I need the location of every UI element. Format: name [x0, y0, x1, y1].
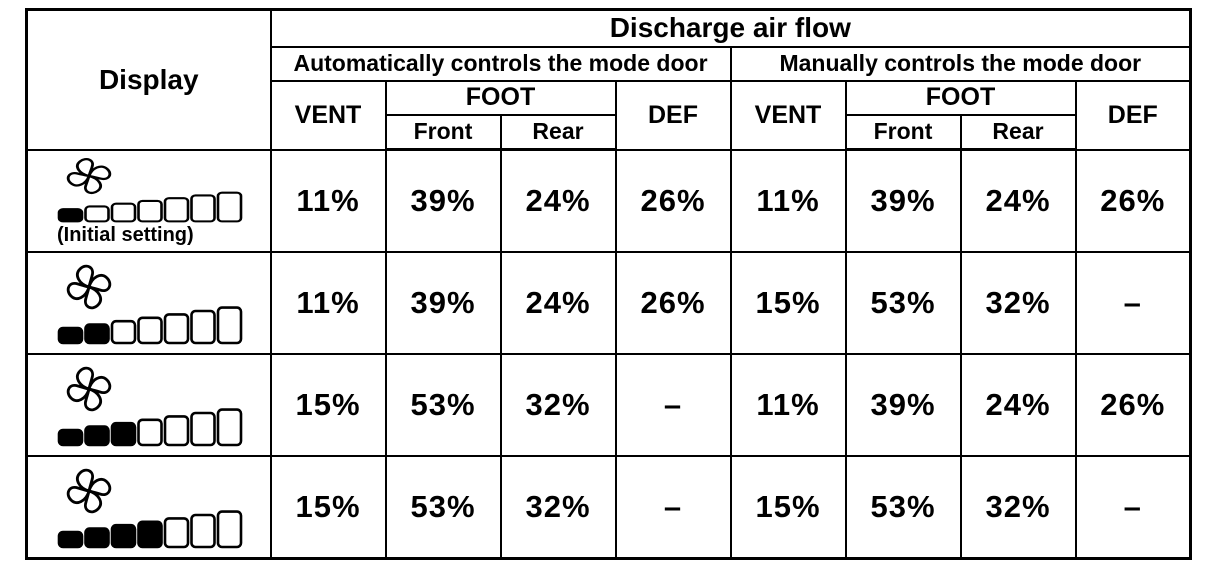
fan-icon — [57, 157, 243, 222]
fan-speed-3-display-cell — [25, 352, 272, 457]
fan-icon — [66, 366, 112, 411]
header-auto-mode: Automatically controls the mode door — [269, 45, 732, 82]
fan-level-gauge-icon — [57, 407, 243, 446]
cell-manual-def: 26% — [1074, 148, 1192, 253]
cell-manual-vent: 11% — [729, 352, 847, 457]
header-manual-def: DEF — [1074, 79, 1192, 151]
header-manual-mode: Manually controls the mode door — [729, 45, 1192, 82]
fan-icon — [66, 468, 112, 513]
discharge-air-flow-table: Display Discharge air flow Automatically… — [25, 8, 1193, 560]
cell-manual-foot-front: 53% — [844, 454, 962, 559]
table-row: 15% 53% 32% – 15% 53% 32% – — [25, 454, 1192, 559]
fan-level-gauge-icon — [57, 191, 243, 222]
cell-manual-vent: 15% — [729, 250, 847, 355]
header-auto-foot-rear: Rear — [499, 113, 617, 151]
cell-auto-foot-rear: 24% — [499, 250, 617, 355]
cell-manual-foot-rear: 32% — [959, 250, 1077, 355]
header-discharge-air-flow: Discharge air flow — [269, 8, 1192, 48]
cell-manual-foot-rear: 24% — [959, 352, 1077, 457]
fan-speed-display: (Initial setting) — [29, 152, 269, 250]
fan-speed-4-display-cell — [25, 454, 272, 559]
fan-level-gauge-icon — [57, 305, 243, 344]
cell-manual-def: 26% — [1074, 352, 1192, 457]
fan-speed-2-display-cell — [25, 250, 272, 355]
header-auto-foot-front: Front — [384, 113, 502, 151]
cell-manual-foot-rear: 24% — [959, 148, 1077, 253]
header-manual-foot-front: Front — [844, 113, 962, 151]
table-row: (Initial setting) 11% 39% 24% 26% 11% 39… — [25, 148, 1192, 253]
header-display: Display — [25, 8, 272, 151]
fan-speed-display — [29, 356, 269, 454]
cell-auto-foot-front: 39% — [384, 250, 502, 355]
fan-icon — [57, 468, 243, 548]
cell-auto-foot-front: 53% — [384, 352, 502, 457]
header-manual-foot-rear: Rear — [959, 113, 1077, 151]
cell-manual-foot-front: 53% — [844, 250, 962, 355]
fan-icon — [57, 264, 243, 344]
cell-auto-foot-front: 53% — [384, 454, 502, 559]
cell-auto-vent: 15% — [269, 454, 387, 559]
fan-level-gauge-icon — [57, 509, 243, 548]
fan-speed-display — [29, 457, 269, 556]
cell-auto-def: 26% — [614, 250, 732, 355]
cell-auto-foot-rear: 32% — [499, 454, 617, 559]
cell-auto-foot-rear: 24% — [499, 148, 617, 253]
cell-auto-foot-front: 39% — [384, 148, 502, 253]
cell-manual-vent: 11% — [729, 148, 847, 253]
header-auto-def: DEF — [614, 79, 732, 151]
header-auto-foot: FOOT — [384, 79, 617, 116]
cell-auto-vent: 11% — [269, 250, 387, 355]
cell-auto-vent: 11% — [269, 148, 387, 253]
fan-speed-display — [29, 254, 269, 352]
table-row: 11% 39% 24% 26% 15% 53% 32% – — [25, 250, 1192, 355]
cell-manual-vent: 15% — [729, 454, 847, 559]
header-auto-vent: VENT — [269, 79, 387, 151]
cell-manual-foot-rear: 32% — [959, 454, 1077, 559]
fan-icon — [57, 366, 243, 446]
cell-manual-foot-front: 39% — [844, 352, 962, 457]
cell-manual-def: – — [1074, 454, 1192, 559]
table-row: 15% 53% 32% – 11% 39% 24% 26% — [25, 352, 1192, 457]
header-manual-foot: FOOT — [844, 79, 1077, 116]
header-manual-vent: VENT — [729, 79, 847, 151]
cell-auto-vent: 15% — [269, 352, 387, 457]
cell-manual-def: – — [1074, 250, 1192, 355]
cell-manual-foot-front: 39% — [844, 148, 962, 253]
initial-setting-note: (Initial setting) — [57, 223, 194, 246]
cell-auto-def: 26% — [614, 148, 732, 253]
cell-auto-def: – — [614, 454, 732, 559]
cell-auto-foot-rear: 32% — [499, 352, 617, 457]
fan-icon — [66, 157, 112, 194]
cell-auto-def: – — [614, 352, 732, 457]
fan-speed-1-display-cell: (Initial setting) — [25, 148, 272, 253]
fan-icon — [66, 264, 112, 309]
